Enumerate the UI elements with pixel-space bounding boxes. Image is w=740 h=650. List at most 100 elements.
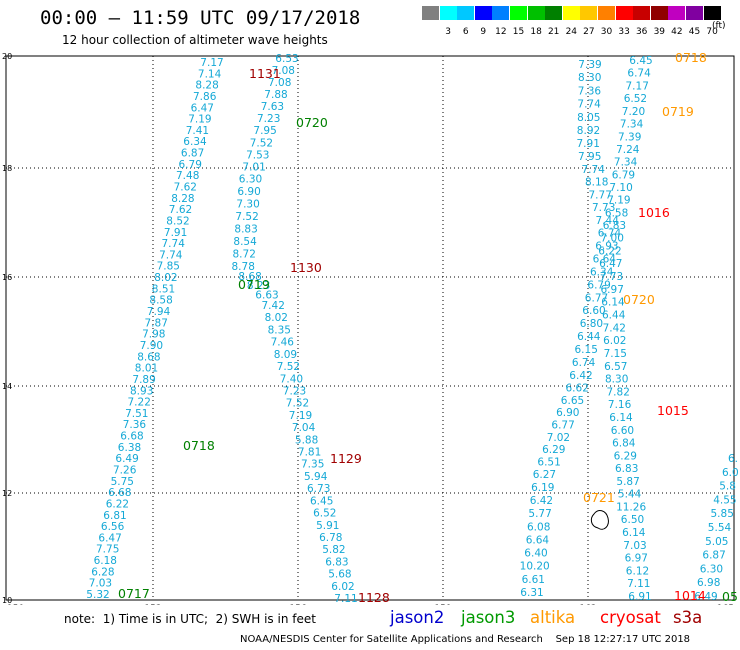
wave-height-value: 6.29: [542, 444, 565, 456]
wave-height-value: 6.42: [569, 370, 592, 382]
wave-height-value: 7.52: [286, 398, 309, 410]
wave-height-value: 6.19: [531, 482, 554, 494]
color-scale-label: 36: [635, 27, 648, 37]
wave-height-value: 5.77: [528, 508, 551, 520]
color-scale-swatch: [527, 6, 545, 20]
wave-height-value: 6.93: [595, 241, 618, 253]
latitude-tick-label: 14: [2, 382, 12, 391]
wave-height-value: 6.98: [697, 577, 720, 589]
wave-height-value: 7.11: [627, 578, 650, 590]
color-scale-label: 42: [671, 27, 683, 37]
wave-height-value: 7.04: [292, 422, 316, 434]
wave-height-value: 7.36: [578, 85, 602, 97]
wave-height-value: 6.53: [275, 53, 298, 65]
wave-height-value: 5.32: [86, 589, 109, 601]
wave-height-value: 7.52: [277, 361, 300, 373]
wave-height-value: 5.44: [618, 489, 642, 501]
wave-height-value: 8.01: [135, 363, 158, 375]
wave-height-value: 6.30: [239, 173, 262, 185]
wave-height-value: 6.90: [237, 186, 260, 198]
color-scale-label: 12: [495, 27, 507, 37]
wave-height-value: 7.23: [257, 113, 280, 125]
pass-time-label: 0721: [583, 490, 615, 505]
wave-height-value: 6.44: [577, 331, 601, 343]
wave-height-value: 6.74: [627, 68, 651, 80]
wave-height-value: 7.73: [600, 271, 623, 283]
wave-height-value: 6.47: [98, 532, 121, 544]
wave-height-value: 8.83: [234, 223, 257, 235]
wave-height-value: 8.28: [171, 193, 194, 205]
wave-height-value: 6.14: [622, 527, 646, 539]
wave-height-value: 6.22: [598, 245, 621, 257]
legend-cryosat: cryosat: [600, 608, 661, 627]
pass-time-label: 05: [722, 589, 738, 604]
color-scale-swatch: [650, 6, 668, 20]
wave-height-value: 7.19: [188, 114, 211, 126]
wave-height-value: 6.83: [325, 556, 348, 568]
wave-height-value: 7.34: [614, 157, 638, 169]
longitude-tick-label: 156: [289, 604, 306, 605]
latitude-tick-label: 12: [2, 489, 12, 498]
wave-height-value: 6.90: [556, 407, 579, 419]
wave-height-value: 7.52: [250, 137, 273, 149]
wave-height-value: 7.16: [608, 399, 632, 411]
wave-height-value: 8.02: [154, 272, 177, 284]
wave-height-value: 5.94: [304, 471, 328, 483]
wave-height-value: 5.82: [322, 544, 345, 556]
wave-height-value: 7.42: [603, 322, 626, 334]
island-outline: [590, 510, 609, 530]
wave-height-value: 6.12: [626, 565, 649, 577]
wave-height-value: 8.35: [268, 324, 291, 336]
color-scale-label: 15: [512, 27, 525, 37]
color-scale-label: 70: [706, 27, 718, 37]
wave-height-value: 6.60: [611, 425, 634, 437]
wave-height-value: 6.45: [310, 495, 333, 507]
wave-height-value: 10.20: [520, 561, 550, 573]
wave-height-value: 5.85: [711, 508, 734, 520]
wave-height-value: 6.74: [598, 228, 622, 240]
wave-height-value: 6.80: [580, 318, 603, 330]
color-scale-swatch: [562, 6, 580, 20]
wave-height-value: 7.90: [140, 340, 163, 352]
pass-time-label: 0718: [675, 50, 707, 65]
wave-height-value: 7.17: [626, 80, 649, 92]
wave-height-value: 8.30: [578, 72, 601, 84]
color-scale-label: 24: [565, 27, 578, 37]
wave-height-value: 6.68: [108, 487, 131, 499]
wave-height-value: 7.74: [162, 238, 186, 250]
wave-height-value: 8.68: [238, 271, 261, 283]
wave-height-value: 6.84: [612, 438, 636, 450]
wave-height-value: 8.52: [166, 216, 189, 228]
wave-height-value: 6.58: [605, 207, 628, 219]
wave-height-value: 7.81: [298, 447, 321, 459]
wave-height-value: 6.15: [575, 344, 598, 356]
color-scale-swatch: [686, 6, 703, 20]
wave-height-value: 7.82: [607, 387, 630, 399]
wave-height-value: 7.95: [578, 151, 601, 163]
wave-height-value: 7.53: [246, 149, 269, 161]
wave-height-value: 6.61: [522, 574, 545, 586]
wave-height-value: 6.65: [561, 395, 584, 407]
pass-time-label: 0720: [296, 115, 328, 130]
wave-height-value: 6.42: [530, 495, 553, 507]
wave-height-value: 6.87: [181, 148, 204, 160]
wave-height-value: 6.49: [694, 591, 717, 603]
wave-height-value: 6.22: [106, 498, 129, 510]
pass-time-label: 1014: [674, 588, 706, 603]
wave-height-value: 7.52: [235, 211, 258, 223]
wave-height-value: 7.30: [236, 198, 259, 210]
wave-height-value: 6.64: [593, 253, 617, 265]
wave-height-value: 6.30: [700, 563, 723, 575]
pass-time-label: 1131: [249, 66, 281, 81]
wave-height-value: 8.02: [265, 312, 288, 324]
wave-height-value: 6.47: [599, 258, 622, 270]
wave-height-value: 7.26: [113, 465, 137, 477]
wave-height-value: 5.68: [328, 569, 351, 581]
wave-height-value: 7.44: [596, 215, 620, 227]
wave-height-value: 7.91: [164, 227, 187, 239]
wave-height-value: 7.20: [622, 106, 645, 118]
wave-height-value: 6.57: [604, 361, 627, 373]
wave-height-value: 6.91: [628, 591, 651, 603]
color-scale-swatch: [492, 6, 510, 20]
wave-height-value: 7.77: [589, 189, 612, 201]
